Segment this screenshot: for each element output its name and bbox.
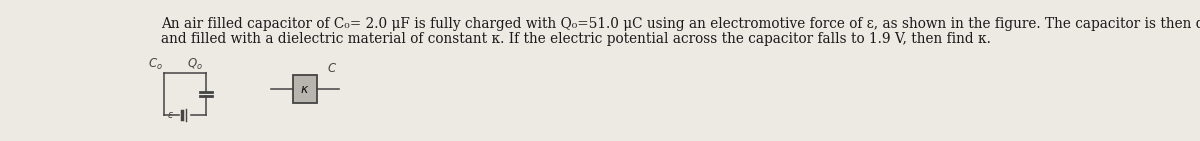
Text: $Q_o$: $Q_o$ [187,57,203,72]
Text: $C_o$: $C_o$ [148,57,162,72]
Text: $C$: $C$ [328,62,337,75]
Text: $\varepsilon$: $\varepsilon$ [167,111,174,120]
Text: $\kappa$: $\kappa$ [300,83,310,96]
Bar [293,75,318,103]
Text: and filled with a dielectric material of constant κ. If the electric potential a: and filled with a dielectric material of… [161,32,991,46]
Text: An air filled capacitor of C₀= 2.0 μF is fully charged with Q₀=51.0 μC using an : An air filled capacitor of C₀= 2.0 μF is… [161,17,1200,31]
